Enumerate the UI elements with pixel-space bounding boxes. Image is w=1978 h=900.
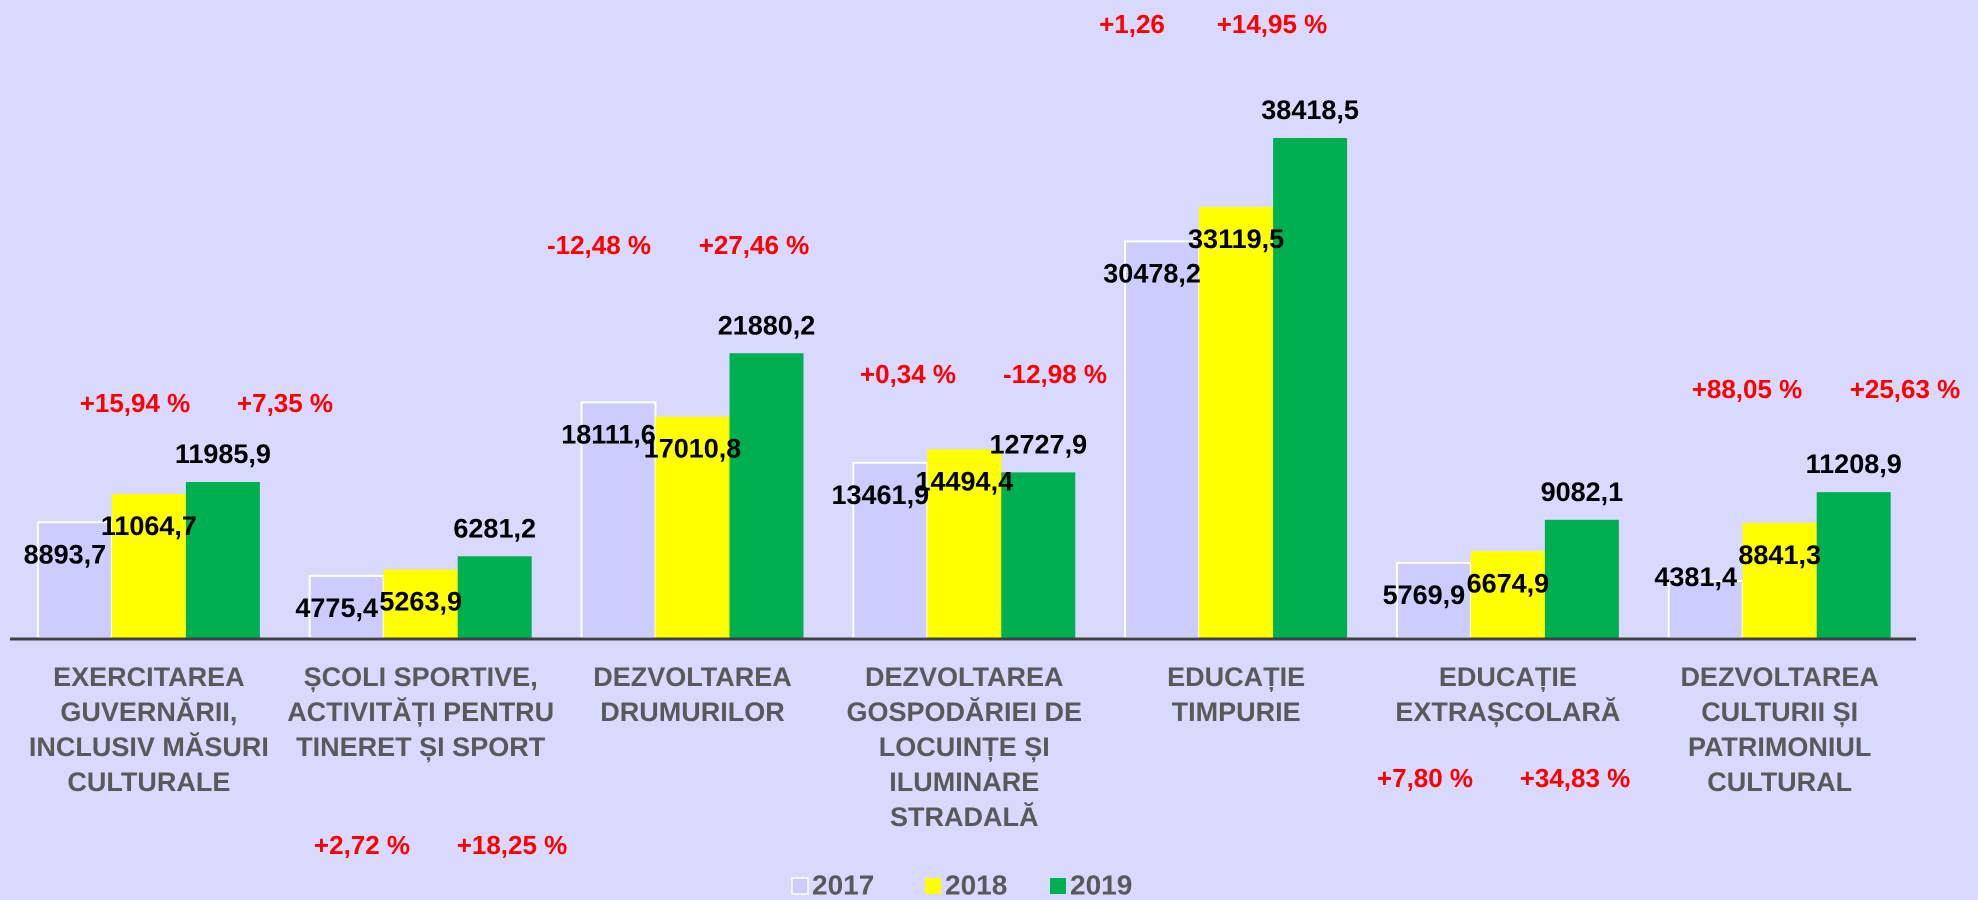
bar — [655, 416, 730, 638]
x-tick-label: EDUCAȚIE TIMPURIE — [1167, 662, 1306, 727]
bar — [383, 569, 458, 638]
bar — [1742, 522, 1817, 638]
bar — [1124, 240, 1201, 639]
data-label: 6674,9 — [1467, 568, 1550, 598]
legend-swatch — [1050, 878, 1066, 894]
legend-swatch — [925, 878, 941, 894]
data-label: 14494,4 — [915, 466, 1013, 496]
x-tick-label: EXERCITAREA GUVERNĂRII, INCLUSIV MĂSURI … — [28, 662, 269, 797]
bar — [580, 401, 657, 639]
annotation: +0,34 % — [860, 359, 956, 389]
x-tick-label: DEZVOLTAREA DRUMURILOR — [593, 662, 792, 727]
data-label: 9082,1 — [1541, 477, 1624, 507]
data-label: 38418,5 — [1261, 95, 1359, 125]
legend-label: 2019 — [1070, 869, 1132, 900]
annotation: -12,98 % — [1003, 359, 1107, 389]
data-label: 12727,9 — [989, 429, 1087, 459]
annotation: +15,94 % — [80, 388, 191, 418]
bar — [36, 521, 113, 639]
bar — [1001, 472, 1076, 638]
data-label: 17010,8 — [644, 434, 742, 464]
bar — [457, 556, 532, 638]
data-label: 4775,4 — [295, 593, 378, 623]
bar — [1816, 492, 1891, 638]
data-label: 21880,2 — [718, 310, 816, 340]
annotation: +88,05 % — [1692, 374, 1803, 404]
annotation: +34,83 % — [1520, 763, 1631, 793]
legend-label: 2018 — [945, 869, 1007, 900]
x-tick-label: ȘCOLI SPORTIVE, ACTIVITĂȚI PENTRU TINERE… — [287, 662, 555, 762]
data-label: 4381,4 — [1654, 562, 1737, 592]
annotation: +27,46 % — [699, 230, 810, 260]
bar — [1199, 206, 1274, 638]
annotation: +2,72 % — [314, 830, 410, 860]
x-tick-label: DEZVOLTAREA CULTURII ȘI PATRIMONIUL CULT… — [1680, 662, 1879, 797]
data-label: 6281,2 — [453, 513, 536, 543]
annotation: +18,25 % — [457, 830, 568, 860]
bar — [1470, 551, 1545, 638]
data-label: 8893,7 — [24, 539, 107, 569]
legend-label: 2017 — [812, 869, 874, 900]
data-label: 30478,2 — [1103, 258, 1201, 288]
data-label: 5263,9 — [379, 587, 462, 617]
data-label: 11064,7 — [101, 511, 197, 541]
annotation: -12,48 % — [547, 230, 651, 260]
bar — [1395, 561, 1472, 640]
data-label: 11985,9 — [175, 439, 271, 469]
bar — [927, 449, 1002, 638]
legend-swatch — [791, 877, 809, 895]
data-label: 33119,5 — [1188, 224, 1284, 254]
annotation: +25,63 % — [1850, 374, 1961, 404]
data-label: 18111,6 — [561, 419, 656, 449]
annotation: +14,95 % — [1217, 9, 1328, 39]
bar — [1273, 138, 1348, 638]
annotation: +7,80 % — [1377, 763, 1473, 793]
annotation: +7,35 % — [237, 388, 333, 418]
data-label: 11208,9 — [1806, 449, 1902, 479]
x-tick-label: DEZVOLTAREA GOSPODĂRIEI DE LOCUINȚE ȘI I… — [846, 662, 1083, 832]
bar — [185, 482, 260, 638]
annotation: +1,26 — [1099, 9, 1165, 39]
bar — [111, 493, 186, 638]
bar — [1544, 519, 1619, 638]
data-label: 13461,9 — [831, 480, 929, 510]
bar — [308, 574, 385, 640]
data-label: 8841,3 — [1738, 540, 1821, 570]
bar — [729, 353, 804, 638]
x-tick-label: EDUCAȚIE EXTRAȘCOLARĂ — [1395, 662, 1621, 727]
data-label: 5769,9 — [1383, 580, 1466, 610]
